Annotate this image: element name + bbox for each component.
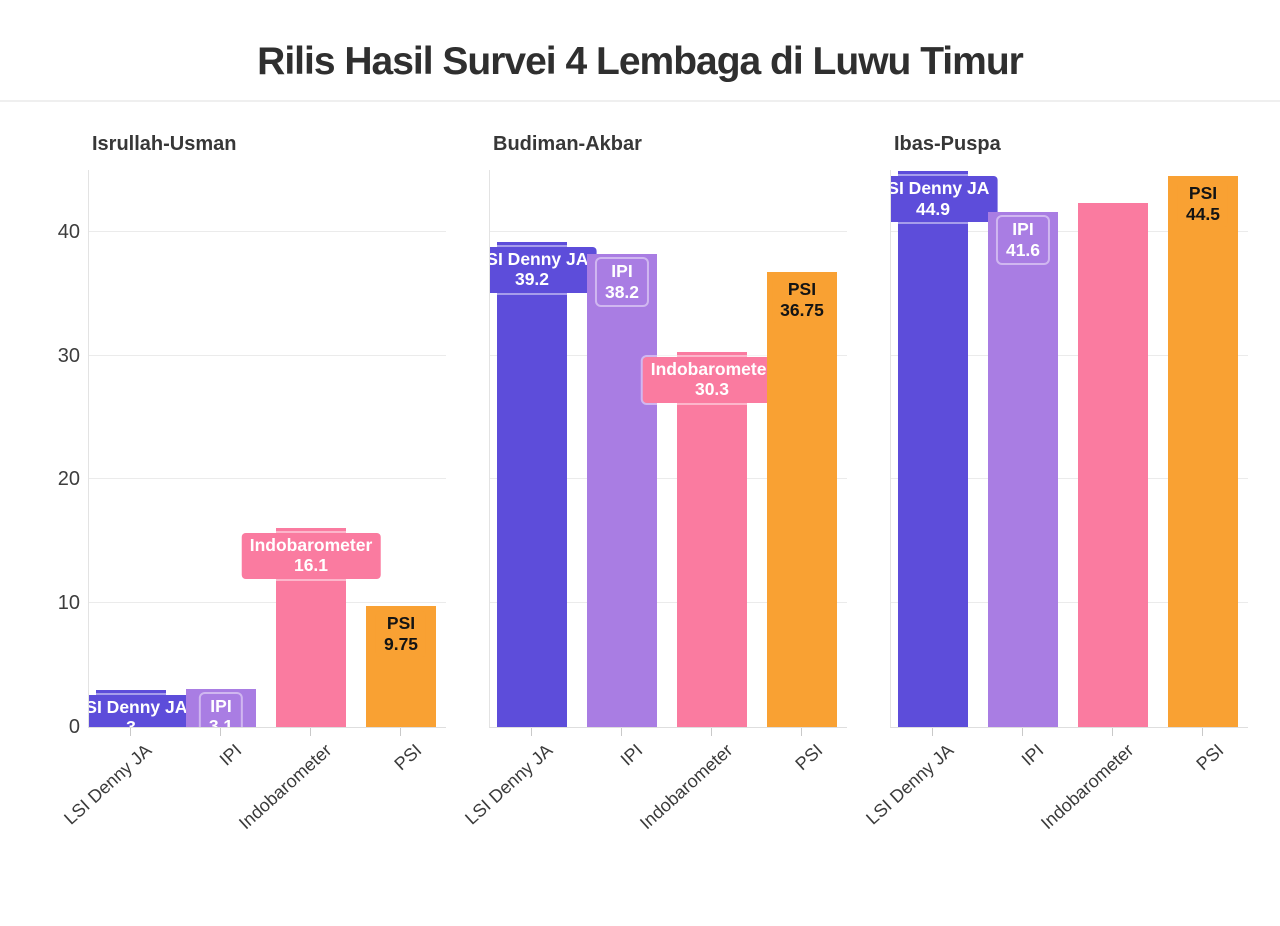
bar-ibas-puspa-ipi — [988, 212, 1058, 727]
bar-ibas-puspa-psi — [1168, 176, 1238, 727]
x-axis-label-isrullah-usman-ipi: IPI — [215, 740, 246, 770]
bar-label-value: 3.1 — [208, 716, 234, 728]
bar-label-name: Indobarometer — [650, 358, 774, 379]
bar-label-value: 41.6 — [1005, 239, 1041, 260]
x-axis-tick-ibas-puspa-psi — [1202, 728, 1203, 736]
chart-title: Rilis Hasil Survei 4 Lembaga di Luwu Tim… — [257, 40, 1024, 83]
x-axis-tick-budiman-akbar-ipi — [621, 728, 622, 736]
gridline-10 — [490, 602, 847, 604]
bar-budiman-akbar-lsi-denny-ja — [497, 241, 567, 727]
bar-value-chip-ibas-puspa-ipi: IPI 41.6 — [997, 217, 1049, 264]
bar-budiman-akbar-indobarometer — [677, 351, 747, 727]
bar-label-value: 30.3 — [694, 379, 730, 400]
title-divider — [0, 100, 1280, 102]
bar-label-name: IPI — [1012, 219, 1034, 240]
bar-ibas-puspa-lsi-denny-ja — [898, 171, 968, 727]
bar-label-value: 16.1 — [293, 555, 329, 576]
bar-label-name: LSI Denny JA — [89, 696, 188, 717]
bar-value-chip-ibas-puspa-psi: PSI 44.5 — [1177, 181, 1229, 228]
x-axis-label-isrullah-usman-indobarometer: Indobarometer — [234, 740, 336, 834]
bar-label-value: 38.2 — [604, 281, 640, 302]
bar-label-value: 39.2 — [514, 269, 550, 290]
x-axis-label-isrullah-usman-psi: PSI — [390, 740, 426, 775]
gridline-40 — [490, 230, 847, 232]
bar-label-value: 36.75 — [780, 299, 824, 320]
y-axis-tick-label-30: 30 — [57, 344, 80, 367]
bar-label-name: PSI — [386, 613, 416, 634]
y-axis-tick-label-10: 10 — [57, 592, 80, 615]
x-axis-label-isrullah-usman-lsi-denny-ja: LSI Denny JA — [60, 740, 156, 829]
bar-value-chip-budiman-akbar-indobarometer: Indobarometer 30.3 — [642, 356, 782, 403]
bar-label-name: LSI Denny JA — [891, 178, 990, 199]
panel-plot-isrullah-usman: LSI Denny JA3IPI3.1Indobarometer16.1PSI9… — [88, 170, 446, 728]
bar-label-value: 9.75 — [383, 633, 419, 654]
gridline-30 — [490, 354, 847, 356]
gridline-10 — [89, 602, 446, 604]
x-axis-tick-ibas-puspa-indobarometer — [1112, 728, 1113, 736]
bar-label-value: 44.5 — [1185, 203, 1221, 224]
x-axis-tick-isrullah-usman-ipi — [220, 728, 221, 736]
x-axis-tick-ibas-puspa-lsi-denny-ja — [932, 728, 933, 736]
bar-label-name: IPI — [611, 261, 633, 282]
gridline-30 — [89, 354, 446, 356]
bar-label-name: IPI — [210, 695, 232, 716]
bar-value-chip-budiman-akbar-ipi: IPI 38.2 — [596, 259, 648, 306]
y-axis-tick-label-40: 40 — [57, 220, 80, 243]
bar-label-value: 44.9 — [915, 198, 951, 219]
y-axis-tick-label-0: 0 — [68, 716, 80, 738]
x-axis-label-ibas-puspa-indobarometer: Indobarometer — [1036, 740, 1138, 834]
bar-value-chip-isrullah-usman-psi: PSI 9.75 — [375, 611, 427, 658]
x-axis-tick-isrullah-usman-psi — [400, 728, 401, 736]
gridline-20 — [490, 478, 847, 480]
x-axis-tick-isrullah-usman-indobarometer — [310, 728, 311, 736]
panel-title-ibas-puspa: Ibas-Puspa — [894, 133, 1001, 155]
x-axis-label-budiman-akbar-indobarometer: Indobarometer — [635, 740, 737, 834]
x-axis-label-budiman-akbar-ipi: IPI — [616, 740, 647, 770]
bar-value-chip-isrullah-usman-indobarometer: Indobarometer 16.1 — [241, 532, 381, 579]
gridline-10 — [891, 602, 1248, 604]
bar-budiman-akbar-ipi — [587, 254, 657, 727]
gridline-40 — [891, 230, 1248, 232]
gridline-20 — [89, 478, 446, 480]
bar-value-chip-budiman-akbar-psi: PSI 36.75 — [772, 277, 832, 324]
x-axis-label-ibas-puspa-ipi: IPI — [1017, 740, 1048, 770]
gridline-40 — [89, 230, 446, 232]
x-axis-tick-budiman-akbar-lsi-denny-ja — [531, 728, 532, 736]
bar-label-name: PSI — [787, 279, 817, 300]
panel-title-isrullah-usman: Isrullah-Usman — [92, 133, 237, 155]
bar-value-chip-isrullah-usman-ipi: IPI 3.1 — [200, 693, 242, 728]
x-axis-tick-budiman-akbar-indobarometer — [711, 728, 712, 736]
bar-label-name: PSI — [1188, 183, 1218, 204]
gridline-20 — [891, 478, 1248, 480]
x-axis-label-budiman-akbar-psi: PSI — [791, 740, 827, 775]
y-axis-tick-label-20: 20 — [57, 468, 80, 491]
x-axis-label-ibas-puspa-lsi-denny-ja: LSI Denny JA — [862, 740, 958, 829]
bar-label-name: LSI Denny JA — [490, 248, 589, 269]
x-axis-tick-budiman-akbar-psi — [801, 728, 802, 736]
bar-label-value: 3 — [126, 717, 136, 728]
panel-plot-budiman-akbar: LSI Denny JA39.2IPI38.2Indobarometer30.3… — [489, 170, 847, 728]
bar-label-name: Indobarometer — [249, 534, 373, 555]
x-axis-tick-ibas-puspa-ipi — [1022, 728, 1023, 736]
bar-value-chip-isrullah-usman-lsi-denny-ja: LSI Denny JA3 — [89, 694, 196, 728]
panel-title-budiman-akbar: Budiman-Akbar — [493, 133, 642, 155]
gridline-30 — [891, 354, 1248, 356]
x-axis-tick-isrullah-usman-lsi-denny-ja — [130, 728, 131, 736]
bar-ibas-puspa-indobarometer — [1078, 203, 1148, 727]
x-axis-label-ibas-puspa-psi: PSI — [1192, 740, 1228, 775]
x-axis-label-budiman-akbar-lsi-denny-ja: LSI Denny JA — [461, 740, 557, 829]
bar-budiman-akbar-psi — [767, 272, 837, 727]
